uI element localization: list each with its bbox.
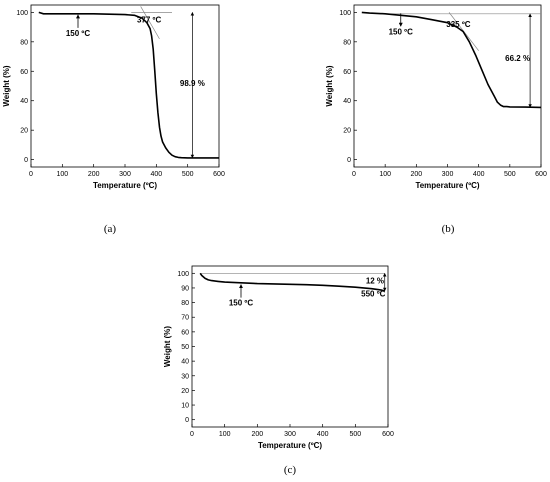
y-tick-label: 40 <box>343 98 351 105</box>
plot-frame <box>353 4 542 168</box>
x-tick-label: 100 <box>219 431 231 438</box>
y-tick-label: 80 <box>343 39 351 46</box>
annotation-label: 98.9 % <box>180 79 205 88</box>
panel-label: (b) <box>442 223 455 235</box>
annotation-label: 335 ºC <box>446 20 470 29</box>
annotation-label: 12 % <box>366 277 384 286</box>
y-tick-label: 0 <box>185 417 189 424</box>
x-tick-label: 300 <box>119 171 131 178</box>
x-tick-label: 300 <box>442 171 454 178</box>
x-tick-label: 600 <box>535 171 547 178</box>
y-tick-label: 70 <box>181 315 189 322</box>
x-tick-label: 0 <box>29 171 33 178</box>
annotation-label: 550 ºC <box>361 290 385 299</box>
x-tick-label: 100 <box>56 171 68 178</box>
y-axis-label: Weight (%) <box>2 65 11 107</box>
y-tick-label: 60 <box>20 69 28 76</box>
series-line <box>361 11 542 109</box>
annotation-label: 66.2 % <box>505 54 530 63</box>
x-tick-label: 200 <box>410 171 422 178</box>
annotation-label: 377 ºC <box>137 16 161 25</box>
x-tick-label: 600 <box>382 431 394 438</box>
y-tick-label: 20 <box>20 128 28 135</box>
x-tick-label: 500 <box>504 171 516 178</box>
y-tick-label: 0 <box>24 157 28 164</box>
x-tick-label: 300 <box>284 431 296 438</box>
y-tick-label: 80 <box>181 300 189 307</box>
y-tick-label: 30 <box>181 373 189 380</box>
y-axis-label: Weight (%) <box>325 65 334 107</box>
panel-label: (a) <box>104 223 117 235</box>
y-tick-label: 20 <box>181 388 189 395</box>
y-tick-label: 60 <box>343 69 351 76</box>
y-tick-label: 100 <box>16 10 28 17</box>
x-tick-label: 200 <box>251 431 263 438</box>
panel-2: 0 100 200 300 400 500 600 0 10 20 30 40 50 60 70 80 90 10… <box>163 265 394 476</box>
x-tick-label: 600 <box>213 171 225 178</box>
x-tick-label: 400 <box>473 171 485 178</box>
y-tick-label: 90 <box>181 285 189 292</box>
y-tick-label: 40 <box>20 98 28 105</box>
x-tick-label: 500 <box>182 171 194 178</box>
y-tick-label: 80 <box>20 39 28 46</box>
y-tick-label: 50 <box>181 344 189 351</box>
series-line <box>199 272 385 292</box>
annotation-label: 150 ºC <box>229 299 253 308</box>
tangent-line <box>140 6 160 40</box>
x-tick-label: 500 <box>349 431 361 438</box>
x-tick-label: 0 <box>352 171 356 178</box>
y-tick-label: 0 <box>347 157 351 164</box>
x-tick-label: 400 <box>150 171 162 178</box>
panel-1: 0 100 200 300 400 500 600 0 20 40 60 80 100 Temperatu… <box>325 4 547 235</box>
x-tick-label: 400 <box>317 431 329 438</box>
panel-label: (c) <box>284 464 297 476</box>
x-tick-label: 0 <box>190 431 194 438</box>
x-axis-label: Temperature (ºC) <box>93 181 157 190</box>
y-tick-label: 100 <box>339 10 351 17</box>
plot-frame <box>191 265 389 428</box>
y-axis-label: Weight (%) <box>163 326 172 368</box>
x-axis-label: Temperature (ºC) <box>415 181 479 190</box>
y-tick-label: 20 <box>343 128 351 135</box>
y-tick-label: 60 <box>181 329 189 336</box>
x-tick-label: 100 <box>379 171 391 178</box>
x-axis-label: Temperature (ºC) <box>258 441 322 450</box>
y-tick-label: 40 <box>181 359 189 366</box>
annotation-label: 150 ºC <box>389 27 413 36</box>
y-tick-label: 10 <box>181 403 189 410</box>
annotation-label: 150 ºC <box>66 29 90 38</box>
series-line <box>38 11 219 159</box>
x-tick-label: 200 <box>88 171 100 178</box>
y-tick-label: 100 <box>177 271 189 278</box>
panel-0: 0 100 200 300 400 500 600 0 20 40 60 80 100 Temperatu… <box>2 4 225 235</box>
